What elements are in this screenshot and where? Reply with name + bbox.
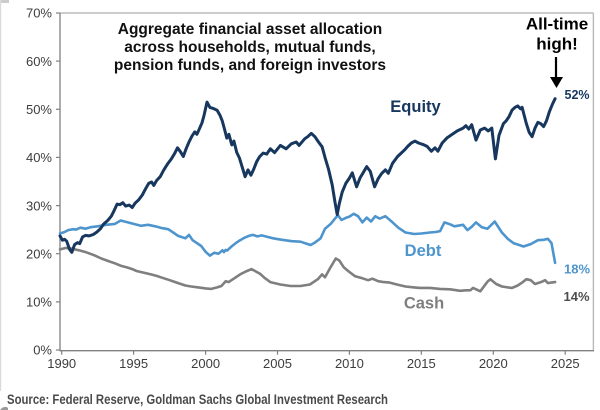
svg-text:across households, mutual fund: across households, mutual funds, — [124, 39, 375, 56]
svg-text:All-time: All-time — [526, 15, 588, 34]
svg-text:70%: 70% — [26, 6, 52, 21]
svg-text:18%: 18% — [564, 262, 590, 277]
svg-text:2010: 2010 — [335, 356, 364, 371]
svg-text:20%: 20% — [26, 246, 52, 261]
svg-text:0%: 0% — [33, 343, 52, 358]
svg-text:Debt: Debt — [405, 242, 442, 260]
svg-text:52%: 52% — [565, 88, 590, 102]
svg-text:1995: 1995 — [119, 356, 148, 371]
svg-text:2020: 2020 — [479, 356, 508, 371]
svg-text:10%: 10% — [26, 295, 52, 310]
svg-text:50%: 50% — [26, 102, 52, 117]
svg-text:1990: 1990 — [47, 356, 76, 371]
svg-text:Source: Federal Reserve, Goldm: Source: Federal Reserve, Goldman Sachs G… — [7, 392, 388, 407]
svg-text:high!: high! — [536, 35, 578, 54]
svg-text:pension funds, and foreign inv: pension funds, and foreign investors — [114, 57, 386, 74]
svg-text:60%: 60% — [26, 54, 52, 69]
svg-text:30%: 30% — [26, 198, 52, 213]
svg-text:2025: 2025 — [551, 356, 580, 371]
svg-text:40%: 40% — [26, 150, 52, 165]
svg-text:Aggregate financial asset allo: Aggregate financial asset allocation — [118, 21, 382, 38]
svg-text:Equity: Equity — [390, 98, 441, 116]
svg-text:2015: 2015 — [407, 356, 436, 371]
svg-text:2000: 2000 — [191, 356, 220, 371]
svg-text:2005: 2005 — [263, 356, 292, 371]
svg-text:14%: 14% — [564, 289, 590, 304]
svg-text:Cash: Cash — [404, 295, 444, 313]
